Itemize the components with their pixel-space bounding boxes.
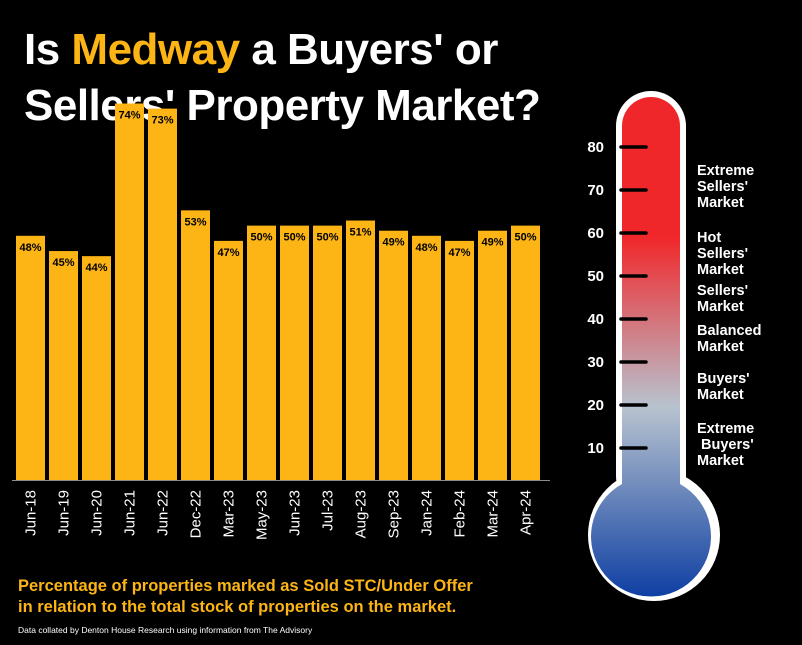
bar-Jun-20: [82, 256, 111, 480]
caption-line1: Percentage of properties marked as Sold …: [18, 577, 473, 595]
bar-Aug-23: [346, 220, 375, 480]
x-tick-label: Jun-18: [23, 490, 40, 536]
thermo-tick-label: 10: [587, 440, 604, 457]
x-tick-label: Aug-23: [353, 490, 370, 538]
thermo-tick-label: 70: [587, 182, 604, 199]
data-label: 50%: [250, 232, 272, 244]
title-part1: Is: [24, 25, 72, 74]
bar-Jun-19: [49, 251, 78, 480]
data-label: 50%: [283, 232, 305, 244]
bar-Dec-22: [181, 210, 210, 481]
thermo-tick-label: 40: [587, 311, 604, 328]
data-label: 53%: [184, 216, 206, 228]
bar-Jun-18: [16, 235, 45, 480]
x-tick-label: Jun-19: [56, 490, 73, 536]
data-label: 47%: [217, 247, 239, 259]
x-tick-label: May-23: [254, 490, 271, 540]
x-tick-label: Mar-24: [485, 490, 502, 538]
market-label-line: Market: [697, 387, 744, 403]
x-tick-label: Jun-23: [287, 490, 304, 536]
thermo-tick-label: 50: [587, 268, 604, 285]
market-label-line: Market: [697, 195, 744, 211]
data-label: 73%: [151, 115, 173, 127]
bar-Jan-24: [412, 235, 441, 480]
data-label: 48%: [19, 242, 41, 254]
bar-Jun-22: [148, 108, 177, 481]
bar-series: 48% Jun-18 45% Jun-19 44% Jun-20 74% Jun-21 73% J…: [12, 103, 550, 540]
thermometer: 80 70 60 50 40 30 20 10: [587, 91, 720, 601]
thermo-tick-label: 30: [587, 354, 604, 371]
market-label: Buyers' Market: [697, 371, 750, 403]
market-label-line: Sellers': [697, 283, 749, 299]
x-tick-label: Feb-24: [452, 490, 469, 538]
data-label: 48%: [415, 242, 437, 254]
thermo-tick-label: 80: [587, 139, 604, 156]
market-label-line: Sellers': [697, 179, 749, 195]
bar-Sep-23: [379, 230, 408, 480]
x-tick-label: Dec-22: [188, 490, 205, 538]
market-label-line: Hot: [697, 230, 722, 246]
market-label-line: Buyers': [697, 371, 750, 387]
market-label-line: Extreme: [697, 421, 755, 437]
market-label-line: Buyers': [697, 437, 754, 453]
bar-May-23: [247, 225, 276, 480]
market-label: Sellers' Market: [697, 283, 748, 315]
bar-Jul-23: [313, 225, 342, 480]
thermo-tick-label: 60: [587, 225, 604, 242]
market-label: Balanced Market: [697, 323, 761, 355]
bar-Mar-24: [478, 230, 507, 480]
data-label: 50%: [316, 232, 338, 244]
data-credit: Data collated by Denton House Research u…: [18, 625, 313, 635]
x-tick-label: Jun-21: [122, 490, 139, 536]
x-tick-label: Mar-23: [221, 490, 238, 538]
chart-caption: Percentage of properties marked as Sold …: [18, 576, 473, 618]
bar-Jun-21: [115, 103, 144, 481]
thermometer-fill: [591, 97, 712, 597]
market-label-line: Market: [697, 453, 744, 469]
thermo-tick-label: 20: [587, 397, 604, 414]
market-label-line: Market: [697, 339, 744, 355]
bar-Jun-23: [280, 225, 309, 480]
data-label: 50%: [514, 232, 536, 244]
market-label: Extreme Buyers' Market: [697, 421, 754, 469]
chart-title: Is Medway a Buyers' or Sellers' Property…: [24, 22, 584, 134]
data-label: 74%: [118, 110, 140, 122]
title-accent: Medway: [71, 25, 240, 74]
data-label: 51%: [349, 227, 371, 239]
x-tick-label: Jun-22: [155, 490, 172, 536]
data-label: 49%: [481, 237, 503, 249]
market-label-line: Market: [697, 299, 744, 315]
market-label-line: Extreme: [697, 163, 755, 179]
title-line2: Sellers' Property Market?: [24, 81, 541, 130]
bar-Mar-23: [214, 240, 243, 480]
title-part2: a Buyers' or: [239, 25, 498, 74]
x-tick-label: Apr-24: [518, 490, 535, 535]
data-label: 49%: [382, 237, 404, 249]
x-tick-label: Jun-20: [89, 490, 106, 536]
data-label: 45%: [52, 257, 74, 269]
market-label: Extreme Sellers' Market: [697, 163, 754, 211]
x-tick-label: Jul-23: [320, 490, 337, 531]
x-tick-label: Sep-23: [386, 490, 403, 538]
bar-Feb-24: [445, 240, 474, 480]
market-label-line: Market: [697, 262, 744, 278]
market-label-line: Sellers': [697, 246, 749, 262]
data-label: 44%: [85, 262, 107, 274]
market-label: Hot Sellers' Market: [697, 230, 748, 278]
caption-line2: in relation to the total stock of proper…: [18, 598, 457, 616]
bar-Apr-24: [511, 225, 540, 480]
market-label-line: Balanced: [697, 323, 762, 339]
data-label: 47%: [448, 247, 470, 259]
x-tick-label: Jan-24: [419, 490, 436, 536]
